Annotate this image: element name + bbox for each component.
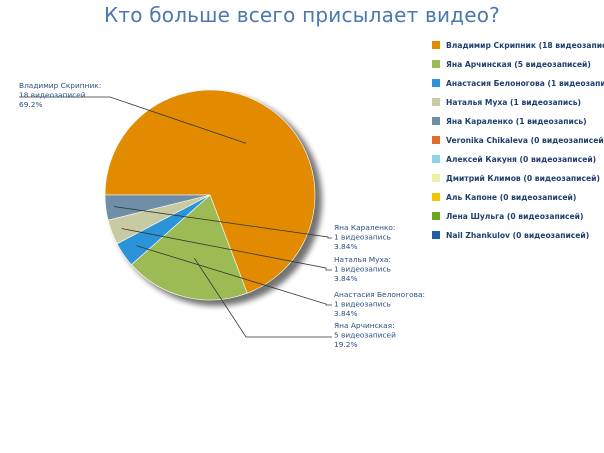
data-label-1-1: 5 видеозаписей (334, 331, 396, 340)
data-label-2-1: 1 видеозапись (334, 300, 391, 309)
data-label-4-1: 1 видеозапись (334, 233, 391, 242)
data-label-3-1: 1 видеозапись (334, 265, 391, 274)
callout-line-2 (136, 245, 332, 306)
legend-swatch (432, 212, 440, 220)
legend-item: Яна Караленко (1 видеозапись) (432, 114, 587, 128)
legend-swatch (432, 41, 440, 49)
legend-item: Анастасия Белоногова (1 видеозапись) (432, 76, 604, 90)
callout-line-4 (114, 206, 332, 239)
legend-label: Алексей Какуня (0 видеозаписей) (446, 154, 597, 164)
legend-label: Nail Zhankulov (0 видеозаписей) (446, 230, 590, 240)
legend-item: Veronika Chikaleva (0 видеозаписей) (432, 133, 604, 147)
legend-item: Наталья Муха (1 видеозапись) (432, 95, 581, 109)
legend-label: Veronika Chikaleva (0 видеозаписей) (446, 135, 604, 145)
pie-slice-0 (104, 89, 316, 294)
legend-label: Наталья Муха (1 видеозапись) (446, 97, 581, 107)
chart-title: Кто больше всего присылает видео? (103, 3, 500, 27)
legend-swatch (432, 98, 440, 106)
legend-swatch (432, 155, 440, 163)
callout-line-0 (19, 96, 246, 144)
legend-item: Дмитрий Климов (0 видеозаписей) (432, 171, 600, 185)
callout-line-3 (121, 228, 332, 271)
legend-swatch (432, 79, 440, 87)
legend-swatch (432, 193, 440, 201)
legend-swatch (432, 174, 440, 182)
data-label-0-0: Владимир Скрипник: (19, 81, 101, 90)
legend-swatch (432, 60, 440, 68)
data-label-1-0: Яна Арчинская: (334, 321, 395, 330)
legend-swatch (432, 117, 440, 125)
data-label-1-2: 19.2% (334, 340, 357, 349)
data-label-3-0: Наталья Муха: (334, 255, 391, 264)
legend-label: Яна Караленко (1 видеозапись) (446, 116, 587, 126)
legend-label: Дмитрий Климов (0 видеозаписей) (446, 173, 600, 183)
data-label-2-0: Анастасия Белоногова: (334, 290, 425, 299)
data-label-2-2: 3.84% (334, 309, 357, 318)
legend-item: Алексей Какуня (0 видеозаписей) (432, 152, 596, 166)
data-label-3-2: 3.84% (334, 274, 357, 283)
legend-item: Лена Шульга (0 видеозаписей) (432, 209, 583, 223)
legend-item: Владимир Скрипник (18 видеозаписей) (432, 38, 604, 52)
data-label-4-0: Яна Караленко: (334, 223, 395, 232)
data-label-0-2: 69.2% (19, 100, 42, 109)
legend: Владимир Скрипник (18 видеозаписей) Яна А… (432, 38, 604, 248)
legend-swatch (432, 136, 440, 144)
callout-line-1 (194, 257, 332, 338)
pie-slice-4 (104, 194, 211, 221)
legend-label: Анастасия Белоногова (1 видеозапись) (446, 78, 604, 88)
legend-label: Яна Арчинская (5 видеозаписей) (446, 59, 591, 69)
legend-item: Nail Zhankulov (0 видеозаписей) (432, 228, 589, 242)
legend-item: Яна Арчинская (5 видеозаписей) (432, 57, 591, 71)
data-label-4-2: 3.84% (334, 242, 357, 251)
legend-item: Аль Капоне (0 видеозаписей) (432, 190, 576, 204)
legend-label: Аль Капоне (0 видеозаписей) (446, 192, 577, 202)
legend-label: Лена Шульга (0 видеозаписей) (446, 211, 584, 221)
data-label-0-1: 18 видеозаписей (19, 91, 86, 100)
legend-label: Владимир Скрипник (18 видеозаписей) (446, 40, 604, 50)
legend-swatch (432, 231, 440, 239)
